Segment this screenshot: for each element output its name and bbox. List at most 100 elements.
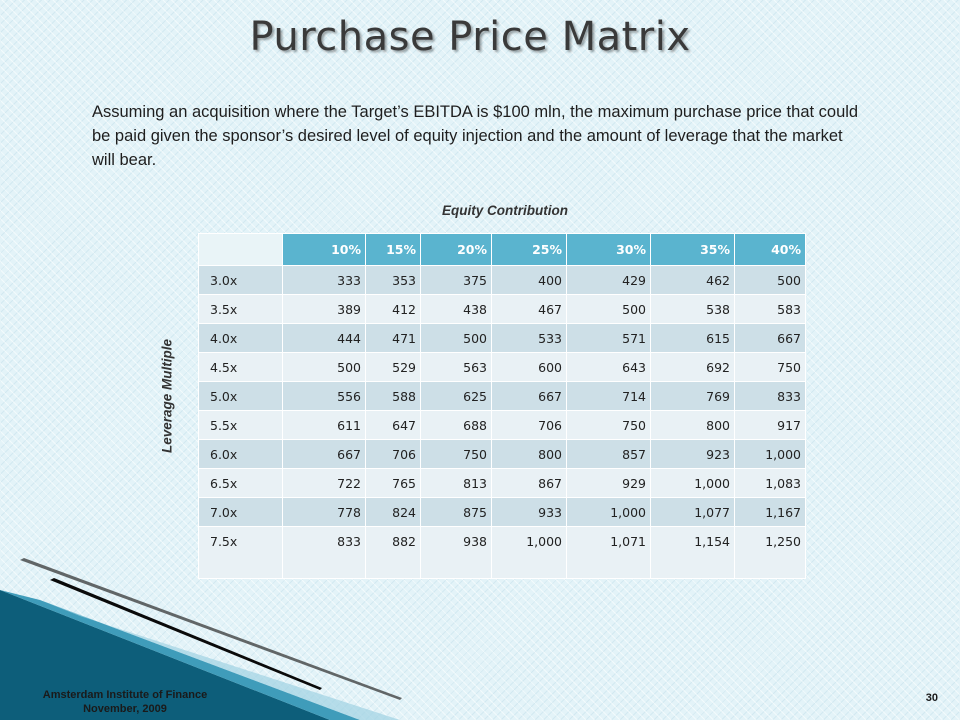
- row-label: 6.5x: [198, 468, 283, 498]
- table-cell: 1,077: [650, 497, 735, 527]
- table-cell: 625: [420, 381, 492, 411]
- footer-date: November, 2009: [83, 703, 167, 715]
- row-label: 4.0x: [198, 323, 283, 353]
- table-row: 3.0x 333 353 375 400 429 462 500: [198, 265, 806, 295]
- column-header: 30%: [566, 233, 651, 266]
- row-label: 3.5x: [198, 294, 283, 324]
- table-cell: 533: [491, 323, 567, 353]
- row-label: 6.0x: [198, 439, 283, 469]
- table-cell: 1,167: [734, 497, 806, 527]
- table-cell: 778: [282, 497, 366, 527]
- table-cell: 1,083: [734, 468, 806, 498]
- table-cell: 722: [282, 468, 366, 498]
- table-cell: 471: [365, 323, 421, 353]
- table-cell: 647: [365, 410, 421, 440]
- column-header: 15%: [365, 233, 421, 266]
- table-cell: 438: [420, 294, 492, 324]
- footer-organization: Amsterdam Institute of Finance November,…: [20, 688, 230, 716]
- table-cell: 444: [282, 323, 366, 353]
- column-header: 25%: [491, 233, 567, 266]
- page-number: 30: [925, 692, 938, 704]
- table-row: 4.5x 500 529 563 600 643 692 750: [198, 352, 806, 382]
- table-cell: 688: [420, 410, 492, 440]
- intro-paragraph: Assuming an acquisition where the Target…: [92, 103, 859, 169]
- table-cell: 813: [420, 468, 492, 498]
- table-cell: 833: [282, 526, 366, 579]
- table-cell: 500: [566, 294, 651, 324]
- table-cell: 375: [420, 265, 492, 295]
- table-cell: 556: [282, 381, 366, 411]
- table-cell: 462: [650, 265, 735, 295]
- row-label: 5.5x: [198, 410, 283, 440]
- row-label: 5.0x: [198, 381, 283, 411]
- table-cell: 615: [650, 323, 735, 353]
- row-label: 4.5x: [198, 352, 283, 382]
- column-header: 40%: [734, 233, 806, 266]
- table-cell: 938: [420, 526, 492, 579]
- table-cell: 1,000: [650, 468, 735, 498]
- table-cell: 500: [282, 352, 366, 382]
- table-cell: 643: [566, 352, 651, 382]
- table-cell: 800: [650, 410, 735, 440]
- table-cell: 667: [734, 323, 806, 353]
- table-cell: 667: [282, 439, 366, 469]
- table-cell: 667: [491, 381, 567, 411]
- table-cell: 692: [650, 352, 735, 382]
- table-cell: 467: [491, 294, 567, 324]
- footer-org-name: Amsterdam Institute of Finance: [42, 689, 208, 701]
- table-row: 4.0x 444 471 500 533 571 615 667: [198, 323, 806, 353]
- table-cell: 1,000: [566, 497, 651, 527]
- table-cell: 929: [566, 468, 651, 498]
- table-cell: 800: [491, 439, 567, 469]
- table-cell: 583: [734, 294, 806, 324]
- table-cell: 500: [734, 265, 806, 295]
- table-cell: 611: [282, 410, 366, 440]
- table-cell: 563: [420, 352, 492, 382]
- row-label: 7.0x: [198, 497, 283, 527]
- table-cell: 917: [734, 410, 806, 440]
- table-cell: 400: [491, 265, 567, 295]
- column-header: 35%: [650, 233, 735, 266]
- column-header: 20%: [420, 233, 492, 266]
- table-cell: 833: [734, 381, 806, 411]
- table-cell: 429: [566, 265, 651, 295]
- table-cell: 857: [566, 439, 651, 469]
- table-cell: 714: [566, 381, 651, 411]
- table-row: 5.0x 556 588 625 667 714 769 833: [198, 381, 806, 411]
- table-cell: 824: [365, 497, 421, 527]
- table-cell: 933: [491, 497, 567, 527]
- purchase-price-table: 10% 15% 20% 25% 30% 35% 40% 3.0x 333 353…: [198, 233, 806, 579]
- table-cell: 529: [365, 352, 421, 382]
- table-cell: 750: [566, 410, 651, 440]
- table-cell: 1,000: [491, 526, 567, 579]
- row-label: 7.5x: [198, 526, 283, 579]
- table-row: 5.5x 611 647 688 706 750 800 917: [198, 410, 806, 440]
- table-cell: 571: [566, 323, 651, 353]
- table-row: 6.0x 667 706 750 800 857 923 1,000: [198, 439, 806, 469]
- header-row: 10% 15% 20% 25% 30% 35% 40%: [198, 233, 806, 266]
- table-cell: 706: [365, 439, 421, 469]
- table-cell: 389: [282, 294, 366, 324]
- table-cell: 765: [365, 468, 421, 498]
- table-cell: 353: [365, 265, 421, 295]
- table-cell: 412: [365, 294, 421, 324]
- slide-title: Purchase Price Matrix: [249, 14, 691, 60]
- table-cell: 500: [420, 323, 492, 353]
- table-cell: 867: [491, 468, 567, 498]
- leverage-multiple-label: Leverage Multiple: [159, 338, 175, 454]
- equity-contribution-label: Equity Contribution: [442, 203, 568, 218]
- table-row: 7.0x 778 824 875 933 1,000 1,077 1,167: [198, 497, 806, 527]
- corner-cell: [198, 233, 283, 266]
- table-cell: 769: [650, 381, 735, 411]
- table-cell: 1,250: [734, 526, 806, 579]
- table-cell: 882: [365, 526, 421, 579]
- table-cell: 333: [282, 265, 366, 295]
- column-header: 10%: [282, 233, 366, 266]
- table-cell: 750: [734, 352, 806, 382]
- table-cell: 1,000: [734, 439, 806, 469]
- table-cell: 1,154: [650, 526, 735, 579]
- table-cell: 588: [365, 381, 421, 411]
- table-cell: 706: [491, 410, 567, 440]
- table-row: 3.5x 389 412 438 467 500 538 583: [198, 294, 806, 324]
- table-cell: 538: [650, 294, 735, 324]
